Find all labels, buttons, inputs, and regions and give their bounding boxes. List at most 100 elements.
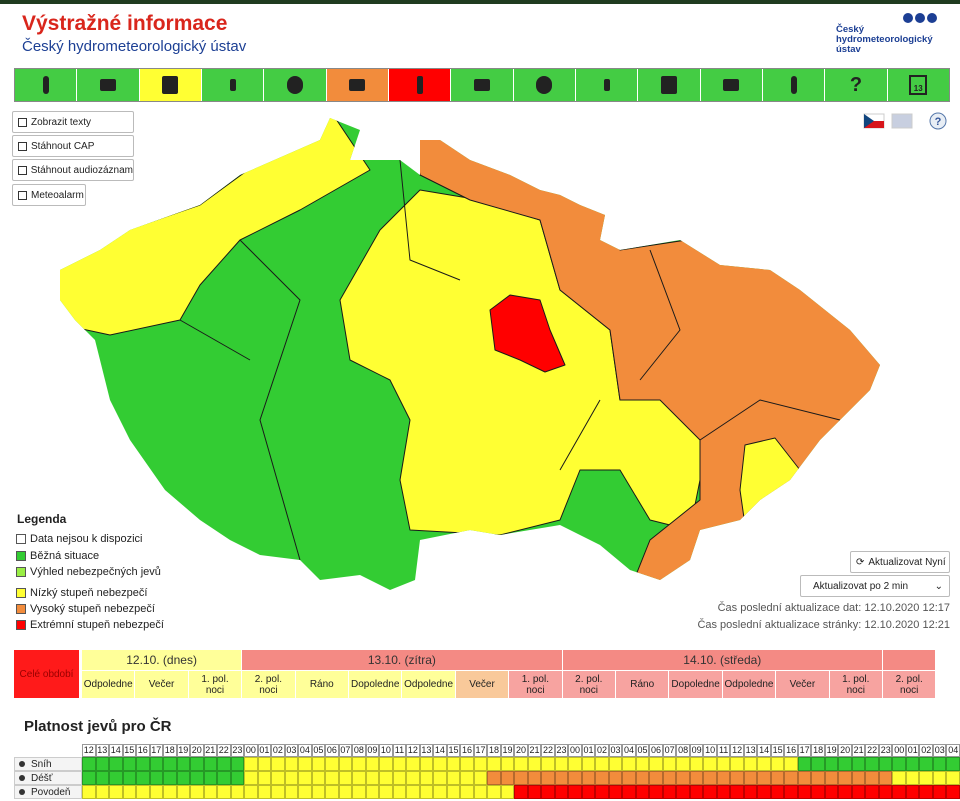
timeline-period[interactable]: 1. pol. noci (829, 670, 883, 698)
timeline-period[interactable]: Odpoledne (82, 670, 136, 698)
toolbar-item[interactable] (762, 69, 826, 101)
hour-cell (136, 785, 150, 799)
hour-cell (311, 771, 326, 785)
toolbar-item[interactable] (15, 69, 78, 101)
hour-cell (203, 785, 218, 799)
hour-cell (892, 785, 906, 799)
logo-dot (915, 13, 925, 23)
hour-cell (82, 771, 96, 785)
timeline-period[interactable]: Večer (455, 670, 510, 698)
legend-swatch (16, 533, 26, 544)
hour-cell (662, 785, 677, 799)
timeline-period[interactable]: 1. pol. noci (188, 670, 243, 698)
hour-label: 23 (230, 744, 245, 757)
hour-cell (203, 757, 218, 771)
timeline-period[interactable]: Večer (135, 670, 189, 698)
hour-label: 19 (824, 744, 839, 757)
toolbar-item[interactable] (264, 69, 327, 101)
hour-cell (527, 757, 542, 771)
timeline-period[interactable]: Dopoledne (669, 670, 723, 698)
hour-cell (595, 757, 609, 771)
button-label: Meteoalarm (31, 189, 84, 201)
side-button[interactable]: Zobrazit texty (12, 111, 134, 133)
timeline-period[interactable]: 1. pol. noci (509, 670, 563, 698)
timeline-period[interactable]: Večer (776, 670, 830, 698)
hour-cell (743, 757, 758, 771)
hour-cell (811, 771, 825, 785)
hour-cell (500, 785, 515, 799)
button-icon (18, 141, 27, 151)
hour-cell (851, 785, 866, 799)
hour-label: 06 (325, 744, 339, 757)
timeline-whole[interactable]: Celé období (14, 650, 80, 698)
hour-label: 21 (203, 744, 218, 757)
toolbar-item[interactable] (388, 69, 452, 101)
toolbar-item[interactable] (326, 69, 389, 101)
timeline-period[interactable]: 2. pol. noci (562, 670, 616, 698)
top-bar (0, 0, 960, 4)
row-name: Déšť (31, 772, 53, 784)
hour-label: 21 (851, 744, 866, 757)
toolbar-item[interactable] (575, 69, 639, 101)
timeline-period[interactable]: 2. pol. noci (883, 670, 937, 698)
toolbar-item[interactable]: ? (825, 69, 888, 101)
hour-cell (554, 785, 569, 799)
hour-cell (473, 771, 488, 785)
toolbar-item[interactable] (638, 69, 701, 101)
side-button[interactable]: Stáhnout audiozáznam (12, 159, 134, 181)
hour-label: 02 (595, 744, 609, 757)
hour-cell (163, 771, 177, 785)
side-button[interactable]: Meteoalarm (12, 184, 86, 206)
hour-cell (95, 757, 109, 771)
hour-cell (406, 757, 420, 771)
hour-cell (365, 757, 380, 771)
help-icon[interactable] (929, 112, 947, 130)
hour-cell (419, 757, 434, 771)
hour-label: 02 (271, 744, 285, 757)
timeline-period[interactable]: Dopoledne (349, 670, 403, 698)
toolbar-item[interactable]: 13 (887, 69, 949, 101)
toolbar-icon (99, 79, 116, 91)
toolbar-item[interactable] (77, 69, 140, 101)
hour-cell (352, 785, 366, 799)
timeline-period[interactable]: Ráno (295, 670, 349, 698)
hour-cell (136, 771, 150, 785)
hour-label: 07 (662, 744, 677, 757)
hour-cell (622, 785, 636, 799)
hour-cell (824, 757, 839, 771)
flag-cz (864, 114, 874, 128)
refresh-button[interactable]: ⟳ Aktualizovat Nyní (850, 551, 950, 573)
timeline-period[interactable]: Ráno (616, 670, 670, 698)
hour-cell (797, 757, 812, 771)
hour-label: 05 (311, 744, 326, 757)
row-name: Povodeň (31, 786, 71, 798)
toolbar-item[interactable] (451, 69, 514, 101)
toolbar-icon (162, 76, 179, 94)
timeline-period[interactable]: Odpoledne (402, 670, 456, 698)
flag-en[interactable] (891, 113, 913, 129)
hour-cell (824, 785, 839, 799)
hour-label: 17 (473, 744, 488, 757)
toolbar-item[interactable] (201, 69, 265, 101)
row-name: Sníh (31, 758, 52, 770)
flag-cz (864, 121, 884, 128)
side-button[interactable]: Stáhnout CAP (12, 135, 134, 157)
interval-select[interactable]: Aktualizovat po 2 min ⌄ (800, 575, 950, 597)
hour-cell (838, 785, 852, 799)
toolbar-item[interactable] (139, 69, 202, 101)
toolbar-item[interactable] (700, 69, 763, 101)
region-border (179, 159, 841, 561)
timeline-period[interactable]: 2. pol. noci (242, 670, 296, 698)
hour-label: 11 (716, 744, 731, 757)
toolbar-help: ? (849, 73, 863, 96)
hour-label: 10 (703, 744, 717, 757)
toolbar-item[interactable] (513, 69, 576, 101)
hour-cell (905, 785, 920, 799)
timeline-period[interactable]: Odpoledne (722, 670, 777, 698)
toolbar-icon (790, 76, 797, 94)
legend-label: Běžná situace (30, 549, 100, 562)
hour-cell (244, 771, 258, 785)
button-label: Stáhnout CAP (31, 140, 95, 152)
hour-label: 15 (770, 744, 785, 757)
